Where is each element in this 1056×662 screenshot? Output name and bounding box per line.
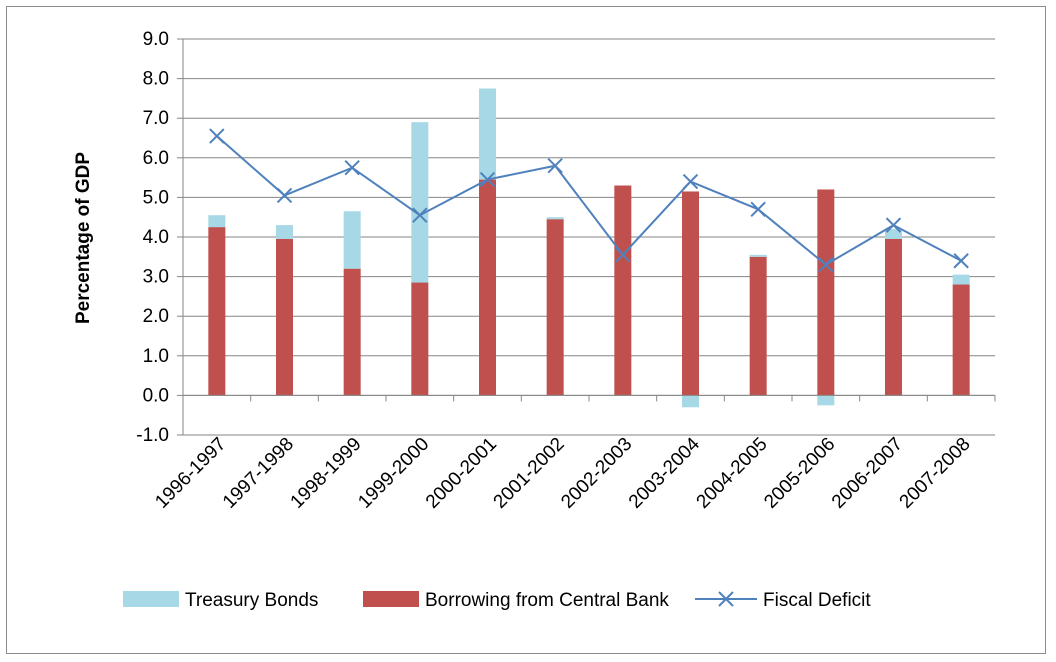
y-tick-label: 4.0 xyxy=(143,227,169,248)
y-tick-label: 9.0 xyxy=(143,29,169,50)
legend: Treasury Bonds Borrowing from Central Ban… xyxy=(123,590,871,611)
fiscal-deficit-point xyxy=(885,217,902,233)
axes xyxy=(182,39,996,435)
fiscal-deficit-point xyxy=(615,247,631,263)
fiscal-deficit-point xyxy=(547,158,563,174)
bar-treasury-bonds xyxy=(682,395,699,408)
fiscal-deficit-line xyxy=(209,128,969,273)
bar-treasury-bonds xyxy=(411,122,429,283)
fiscal-deficit-series-line xyxy=(216,135,962,266)
bar-borrowing-central-bank xyxy=(682,191,699,396)
x-tick-label: 2002-2003 xyxy=(557,434,636,513)
bar-treasury-bonds xyxy=(952,274,970,285)
bar-treasury-bonds xyxy=(276,225,293,239)
legend-item-treasury-bonds: Treasury Bonds xyxy=(123,590,318,611)
bar-borrowing-central-bank xyxy=(411,282,429,396)
fiscal-deficit-point xyxy=(682,173,699,190)
bar-borrowing-central-bank xyxy=(817,189,835,396)
y-tick-labels: -1.0 0.0 1.0 2.0 3.0 4.0 5.0 6.0 7.0 8.0 9.0 xyxy=(136,29,169,446)
x-tick-label: 2007-2008 xyxy=(896,434,975,513)
x-tick-label: 1997-1998 xyxy=(219,434,298,513)
legend-label: Fiscal Deficit xyxy=(763,590,871,611)
x-tick-label: 2000-2001 xyxy=(422,434,501,513)
x-tick-label: 2001-2002 xyxy=(490,434,569,513)
y-tick-label: 2.0 xyxy=(143,306,169,327)
bar-treasury-bonds xyxy=(817,395,835,406)
x-tick-label: 2004-2005 xyxy=(693,434,772,513)
bar-borrowing-central-bank xyxy=(749,256,767,396)
x-tick-label: 2003-2004 xyxy=(625,433,704,512)
y-tick-label: 5.0 xyxy=(143,187,169,208)
bar-borrowing-central-bank xyxy=(614,185,632,396)
x-tick-labels: 1996-19971997-19981998-19991999-20002000… xyxy=(151,433,974,512)
legend-swatch xyxy=(363,591,419,607)
fiscal-deficit-point xyxy=(750,201,766,217)
bar-borrowing-central-bank xyxy=(276,238,293,396)
x-tick-label: 1998-1999 xyxy=(287,434,366,513)
fiscal-deficit-chart: -1.0 0.0 1.0 2.0 3.0 4.0 5.0 6.0 7.0 8.0 9.0 1996-… xyxy=(73,29,996,611)
bar-treasury-bonds xyxy=(546,217,564,220)
bars xyxy=(208,88,970,408)
y-tick-label: 8.0 xyxy=(143,69,169,90)
bar-borrowing-central-bank xyxy=(343,268,361,396)
bar-treasury-bonds xyxy=(749,254,767,257)
y-axis-title: Percentage of GDP xyxy=(73,152,94,324)
x-tick-label: 2005-2006 xyxy=(760,434,839,513)
y-tick-label: 0.0 xyxy=(143,385,169,406)
fiscal-deficit-point xyxy=(344,159,360,176)
bar-treasury-bonds xyxy=(343,211,361,269)
fiscal-deficit-point xyxy=(479,171,496,188)
chart-frame: -1.0 0.0 1.0 2.0 3.0 4.0 5.0 6.0 7.0 8.0 9.0 1996-… xyxy=(6,6,1046,654)
legend-label: Treasury Bonds xyxy=(185,590,318,611)
fiscal-deficit-point xyxy=(953,253,969,269)
bar-borrowing-central-bank xyxy=(885,238,902,396)
x-tick-label: 1999-2000 xyxy=(354,434,433,513)
fiscal-deficit-point xyxy=(818,257,834,273)
legend-item-fiscal-deficit: Fiscal Deficit xyxy=(695,590,871,611)
legend-marker-x xyxy=(718,591,734,607)
legend-label: Borrowing from Central Bank xyxy=(425,590,669,611)
bar-treasury-bonds xyxy=(208,215,226,228)
bar-treasury-bonds xyxy=(885,229,902,239)
bar-borrowing-central-bank xyxy=(546,219,564,396)
y-tick-label: 3.0 xyxy=(143,267,169,288)
x-tick-label: 2006-2007 xyxy=(828,434,907,513)
y-tick-label: 1.0 xyxy=(143,346,169,367)
bar-borrowing-central-bank xyxy=(952,284,970,396)
y-tick-label: -1.0 xyxy=(136,425,169,446)
fiscal-deficit-point xyxy=(276,187,293,204)
legend-item-borrowing-central-bank: Borrowing from Central Bank xyxy=(363,590,669,611)
y-tick-label: 7.0 xyxy=(143,108,169,129)
fiscal-deficit-point xyxy=(412,207,428,223)
y-tick-label: 6.0 xyxy=(143,148,169,169)
bar-treasury-bonds xyxy=(479,88,496,180)
legend-swatch xyxy=(123,591,179,607)
bar-borrowing-central-bank xyxy=(479,179,496,396)
bar-borrowing-central-bank xyxy=(208,227,226,396)
fiscal-deficit-point xyxy=(209,128,225,144)
